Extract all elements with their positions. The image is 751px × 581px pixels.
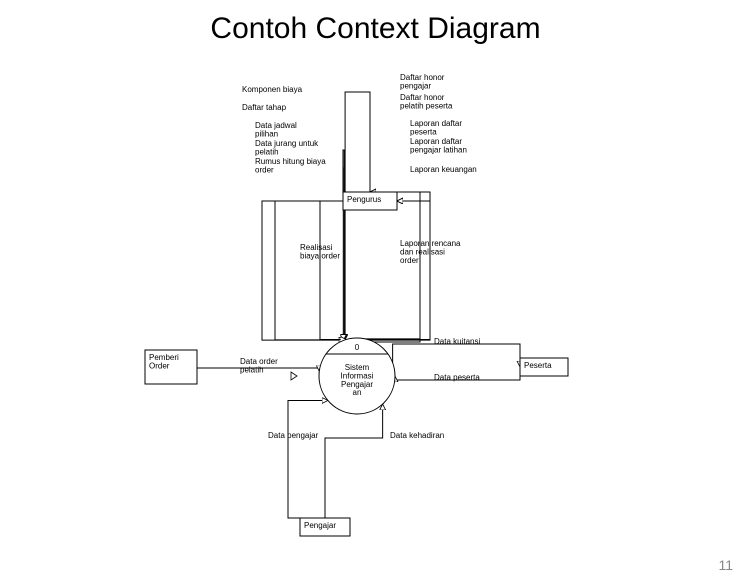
page-title: Contoh Context Diagram [0,12,751,46]
flow-edge [393,344,520,367]
flow-label: Daftar honorpengajar [400,73,445,90]
play-icon [291,372,297,380]
flow-label: Data jadwalpilihan [255,121,297,138]
flow-edge [325,404,383,518]
flow-edge [374,201,420,342]
flow-edge [368,192,430,340]
flow-label: Rumus hitung biayaorder [255,157,326,174]
entity-label-pengajar: Pengajar [304,521,336,530]
flow-edge [275,201,345,340]
flow-edge [368,201,430,340]
flow-label: Laporan rencanadan realisasiorder [400,239,461,265]
flow-edge [262,201,344,340]
flow-edge [370,201,430,340]
flow-label: Data kuitansi [434,337,480,346]
context-diagram: PemberiOrderPengurusPesertaPengajar 0Sis… [0,60,751,570]
flow-label: Laporan daftarpengajar latihan [410,137,467,154]
flow-edge [320,201,346,340]
flow-label: Data kehadiran [390,431,444,440]
flow-label: Data pengajar [268,431,319,440]
flow-edge [365,192,420,339]
entity-label-peserta: Peserta [524,361,552,370]
flow-edge [345,92,370,340]
flow-label: Laporan keuangan [410,165,477,174]
flow-label: Laporan daftarpeserta [410,119,462,136]
flow-label: Realisasibiaya order [300,243,340,260]
flow-label: Data peserta [434,373,480,382]
flow-label: Komponen biaya [242,85,303,94]
flow-label: Data jurang untukpelatih [255,139,319,156]
flow-label: Data orderpelatih [240,357,278,374]
flow-edge [288,400,328,518]
flow-label: Daftar honorpelatih peserta [400,93,453,110]
flow-edge [365,192,420,339]
process-id: 0 [355,343,360,352]
flow-label: Daftar tahap [242,103,287,112]
entity-label-pengurus: Pengurus [347,195,381,204]
